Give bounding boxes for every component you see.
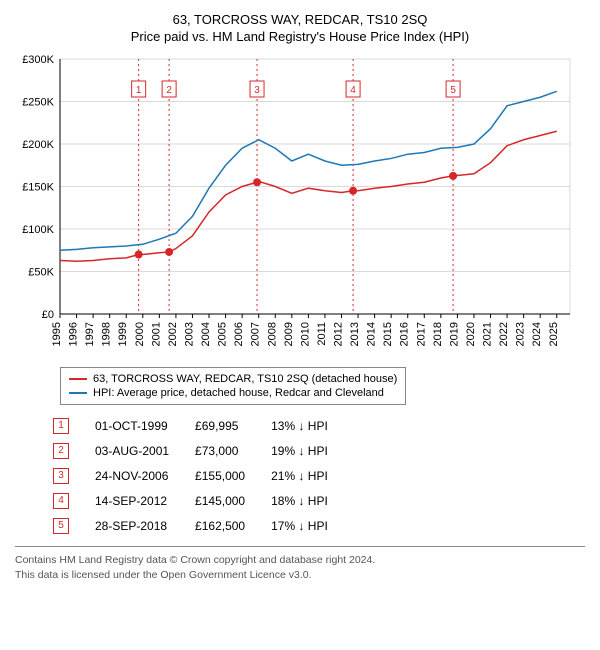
sale-price: £145,000 xyxy=(187,488,263,513)
sale-date: 14-SEP-2012 xyxy=(87,488,187,513)
svg-text:1: 1 xyxy=(136,85,142,96)
svg-text:£150K: £150K xyxy=(22,182,54,194)
svg-text:2021: 2021 xyxy=(482,322,494,346)
svg-text:£0: £0 xyxy=(42,309,54,321)
svg-text:2019: 2019 xyxy=(448,322,460,346)
sales-table: 1 01-OCT-1999£69,99513% ↓ HPI 2 03-AUG-2001… xyxy=(45,413,346,538)
svg-text:1997: 1997 xyxy=(84,322,96,346)
legend: 63, TORCROSS WAY, REDCAR, TS10 2SQ (deta… xyxy=(60,367,406,405)
svg-text:1999: 1999 xyxy=(117,322,129,346)
sale-marker-box: 3 xyxy=(53,468,69,484)
svg-text:2013: 2013 xyxy=(349,322,361,346)
sale-marker-box: 5 xyxy=(53,518,69,534)
svg-text:£200K: £200K xyxy=(22,139,54,151)
svg-text:1995: 1995 xyxy=(51,322,63,346)
svg-text:£100K: £100K xyxy=(22,224,54,236)
sale-date: 28-SEP-2018 xyxy=(87,513,187,538)
attribution-line1: Contains HM Land Registry data © Crown c… xyxy=(15,554,375,566)
svg-text:2000: 2000 xyxy=(134,322,146,346)
sale-delta: 17% ↓ HPI xyxy=(263,513,346,538)
sale-price: £73,000 xyxy=(187,438,263,463)
sale-delta: 13% ↓ HPI xyxy=(263,413,346,438)
table-row: 1 01-OCT-1999£69,99513% ↓ HPI xyxy=(45,413,346,438)
legend-swatch xyxy=(69,392,87,394)
legend-row: HPI: Average price, detached house, Redc… xyxy=(69,386,397,400)
svg-text:£300K: £300K xyxy=(22,54,54,66)
svg-text:2016: 2016 xyxy=(399,322,411,346)
svg-text:2011: 2011 xyxy=(316,322,328,346)
svg-text:2014: 2014 xyxy=(366,322,378,346)
legend-row: 63, TORCROSS WAY, REDCAR, TS10 2SQ (deta… xyxy=(69,372,397,386)
sale-date: 24-NOV-2006 xyxy=(87,463,187,488)
svg-text:2024: 2024 xyxy=(531,322,543,346)
svg-text:2012: 2012 xyxy=(332,322,344,346)
sale-delta: 21% ↓ HPI xyxy=(263,463,346,488)
svg-text:2006: 2006 xyxy=(233,322,245,346)
attribution-line2: This data is licensed under the Open Gov… xyxy=(15,569,312,581)
svg-text:4: 4 xyxy=(350,85,356,96)
svg-text:1998: 1998 xyxy=(101,322,113,346)
legend-label: 63, TORCROSS WAY, REDCAR, TS10 2SQ (deta… xyxy=(93,373,397,385)
svg-text:3: 3 xyxy=(254,85,260,96)
sale-price: £162,500 xyxy=(187,513,263,538)
chart-container: 63, TORCROSS WAY, REDCAR, TS10 2SQ Price… xyxy=(0,0,600,592)
svg-text:2010: 2010 xyxy=(299,322,311,346)
chart-title: 63, TORCROSS WAY, REDCAR, TS10 2SQ xyxy=(15,12,585,27)
svg-text:2015: 2015 xyxy=(382,322,394,346)
sale-delta: 19% ↓ HPI xyxy=(263,438,346,463)
svg-text:£250K: £250K xyxy=(22,97,54,109)
sale-marker-box: 4 xyxy=(53,493,69,509)
svg-text:2018: 2018 xyxy=(432,322,444,346)
sale-marker-box: 2 xyxy=(53,443,69,459)
sale-date: 01-OCT-1999 xyxy=(87,413,187,438)
svg-text:2001: 2001 xyxy=(150,322,162,346)
svg-text:2009: 2009 xyxy=(283,322,295,346)
svg-text:2025: 2025 xyxy=(548,322,560,346)
svg-text:2: 2 xyxy=(166,85,172,96)
svg-text:2023: 2023 xyxy=(515,322,527,346)
svg-text:£50K: £50K xyxy=(28,267,54,279)
sale-price: £69,995 xyxy=(187,413,263,438)
svg-text:2020: 2020 xyxy=(465,322,477,346)
svg-text:2003: 2003 xyxy=(183,322,195,346)
sale-marker-box: 1 xyxy=(53,418,69,434)
svg-text:5: 5 xyxy=(450,85,456,96)
svg-text:2017: 2017 xyxy=(415,322,427,346)
sale-price: £155,000 xyxy=(187,463,263,488)
svg-text:2004: 2004 xyxy=(200,322,212,346)
table-row: 5 28-SEP-2018£162,50017% ↓ HPI xyxy=(45,513,346,538)
svg-text:2005: 2005 xyxy=(217,322,229,346)
sale-delta: 18% ↓ HPI xyxy=(263,488,346,513)
line-chart-svg: £0 £50K £100K £150K £200K £250K £300K 1995 1996 1… xyxy=(15,54,575,354)
svg-text:2002: 2002 xyxy=(167,322,179,346)
attribution: Contains HM Land Registry data © Crown c… xyxy=(15,546,585,582)
sale-date: 03-AUG-2001 xyxy=(87,438,187,463)
svg-text:1996: 1996 xyxy=(68,322,80,346)
svg-text:2008: 2008 xyxy=(266,322,278,346)
table-row: 4 14-SEP-2012£145,00018% ↓ HPI xyxy=(45,488,346,513)
chart-subtitle: Price paid vs. HM Land Registry's House … xyxy=(15,29,585,44)
table-row: 3 24-NOV-2006£155,00021% ↓ HPI xyxy=(45,463,346,488)
svg-text:2022: 2022 xyxy=(498,322,510,346)
chart-area: £0 £50K £100K £150K £200K £250K £300K 1995 1996 1… xyxy=(15,54,585,359)
legend-label: HPI: Average price, detached house, Redc… xyxy=(93,387,384,399)
table-row: 2 03-AUG-2001£73,00019% ↓ HPI xyxy=(45,438,346,463)
svg-text:2007: 2007 xyxy=(250,322,262,346)
legend-swatch xyxy=(69,378,87,380)
